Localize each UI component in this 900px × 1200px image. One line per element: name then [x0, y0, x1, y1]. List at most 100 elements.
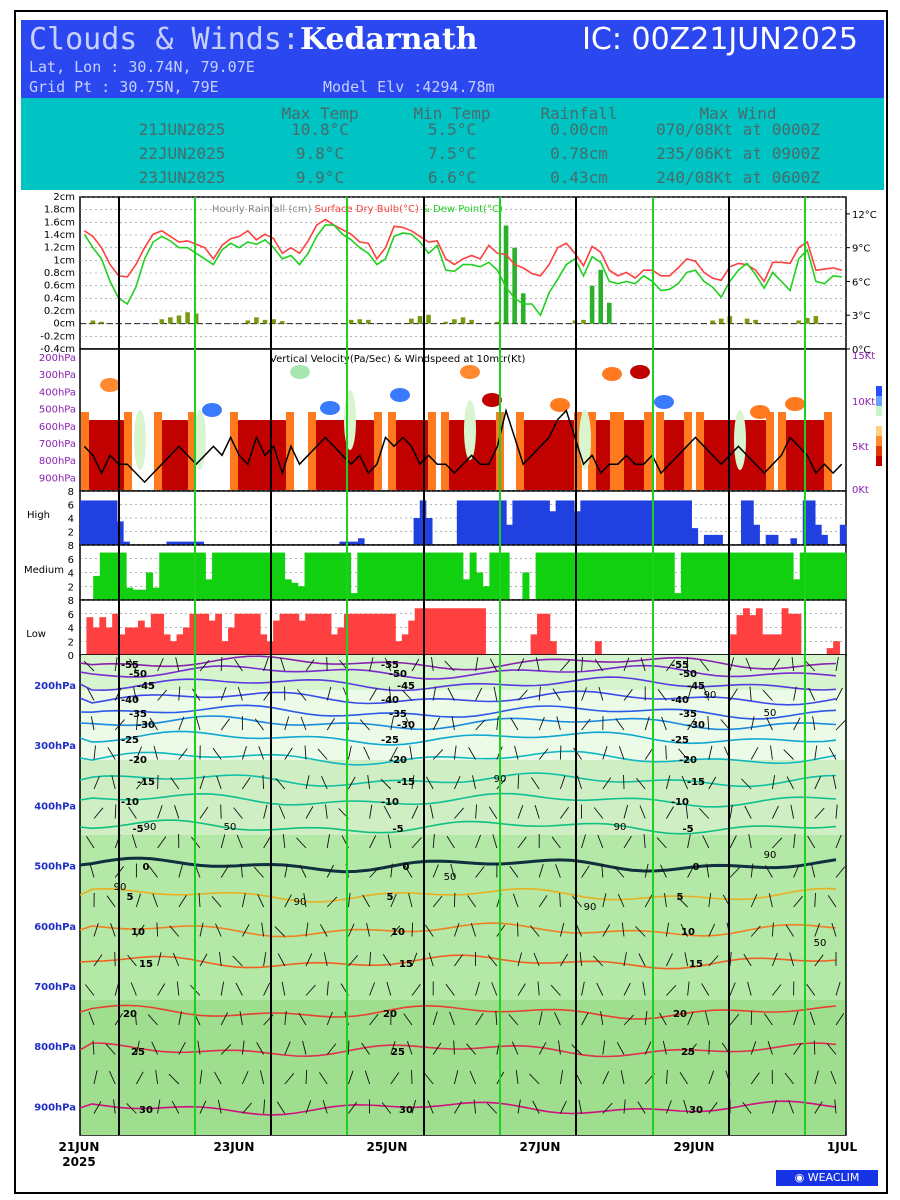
temp-tick-label: 0°C	[852, 345, 870, 356]
wind-barb	[114, 657, 118, 672]
medium-cloud-bar	[766, 552, 774, 600]
wind-barb	[369, 866, 380, 878]
wind-barb	[432, 864, 439, 878]
wind-barb	[602, 1071, 610, 1085]
vv-pressure-label: 600hPa	[39, 422, 76, 433]
low-cloud-bar	[298, 620, 306, 655]
medium-cloud-bar	[476, 572, 484, 600]
wind-barb	[509, 865, 519, 878]
high-cloud-bar	[172, 541, 180, 545]
daily-summary-table: Max Temp Min Temp Rainfall Max Wind 21JU…	[21, 98, 884, 190]
date-tick-label: 23JUN	[214, 1140, 255, 1154]
low-cloud-bar	[408, 620, 416, 655]
low-cloud-bar	[292, 613, 300, 655]
wind-barb	[348, 955, 358, 967]
low-cloud-bar	[794, 613, 802, 655]
high-cloud-bar	[506, 524, 513, 545]
wind-barb	[772, 837, 783, 849]
wind-barb	[197, 1040, 201, 1055]
rain-tick-label: 1.2cm	[44, 243, 75, 254]
wind-barb	[256, 1042, 264, 1055]
wind-barb	[515, 1070, 519, 1085]
rain-bar	[804, 317, 810, 324]
wind-barb	[785, 924, 794, 937]
medium-cloud-bar	[106, 552, 114, 600]
wind-barb	[347, 1070, 354, 1085]
wind-barb	[538, 748, 549, 760]
isotherm-line	[79, 772, 837, 788]
wind-barb	[831, 922, 837, 937]
vv-updraft-edge	[428, 412, 436, 490]
low-cloud-tick-label: 0	[68, 651, 74, 662]
low-cloud-bar	[144, 627, 152, 655]
isotherm-label: -10	[381, 797, 399, 808]
low-cloud-bar	[228, 627, 235, 655]
wind-barb	[90, 716, 95, 731]
vv-updraft-core	[620, 420, 648, 490]
isotherm-label: -45	[687, 681, 705, 692]
wind-barb	[157, 805, 163, 819]
medium-cloud-bar	[634, 552, 642, 600]
medium-cloud-bar	[357, 552, 365, 600]
wind-barb	[517, 658, 525, 672]
wind-barb	[681, 775, 689, 790]
wind-barb	[578, 1099, 583, 1114]
wind-barb	[106, 895, 116, 908]
row-min-temp: 5.5°C	[427, 120, 477, 139]
medium-cloud-bar	[694, 552, 702, 600]
wind-barb	[347, 1040, 350, 1055]
wind-barb	[83, 660, 95, 672]
wind-barb	[623, 657, 630, 672]
wind-barb	[348, 776, 356, 790]
wind-barb	[559, 1100, 567, 1114]
wind-barb	[305, 922, 309, 937]
wind-barb	[157, 689, 168, 701]
vv-pressure-label: 200hPa	[39, 353, 76, 364]
medium-cloud-bar	[205, 579, 213, 600]
wind-barb	[113, 1099, 116, 1114]
isotherm-line	[79, 856, 837, 874]
rain-bar	[176, 315, 182, 324]
wind-barb	[679, 1072, 688, 1085]
medium-cloud-bar	[410, 552, 418, 600]
isotherm-label: -35	[679, 709, 697, 720]
wind-barb	[178, 895, 187, 908]
wind-barb	[369, 951, 372, 967]
low-cloud-bar	[202, 613, 210, 655]
col-min-temp: Min Temp	[413, 104, 491, 123]
medium-cloud-bar	[806, 552, 814, 600]
wind-barb	[708, 745, 713, 760]
high-cloud-bar	[691, 528, 699, 545]
wind-barb	[136, 777, 146, 790]
low-cloud-bar	[781, 608, 789, 655]
wind-barb	[178, 1041, 186, 1055]
location-name: Kedarnath	[299, 22, 478, 57]
wind-barb	[814, 923, 821, 937]
isotherm-label: -50	[389, 669, 407, 680]
wind-barb	[618, 746, 625, 760]
wind-barb	[617, 894, 625, 908]
row-date: 23JUN2025	[138, 168, 226, 187]
low-cloud-bar	[86, 617, 94, 655]
vv-colorbar-cell	[876, 446, 882, 456]
wind-barb	[85, 984, 95, 996]
high-cloud-bar	[357, 538, 365, 545]
high-cloud-bar	[456, 500, 464, 545]
rain-bar	[366, 319, 371, 324]
wind-barb	[749, 686, 752, 701]
medium-cloud-bar	[218, 552, 226, 600]
wind-barb	[387, 834, 392, 849]
isotherm-label: -25	[121, 735, 139, 746]
wind-barb	[793, 717, 801, 731]
wind-barb	[220, 1012, 229, 1026]
high-cloud-bar	[839, 524, 847, 545]
wind-barb	[764, 1013, 773, 1026]
wind-barb	[750, 1010, 753, 1026]
wind-barb	[623, 982, 631, 996]
high-cloud-bar	[821, 534, 828, 545]
dry-bulb-line	[83, 218, 842, 283]
wind-barb	[808, 687, 816, 701]
wind-barb	[432, 895, 443, 908]
wind-barb	[428, 952, 434, 967]
medium-cloud-bar	[786, 552, 794, 600]
